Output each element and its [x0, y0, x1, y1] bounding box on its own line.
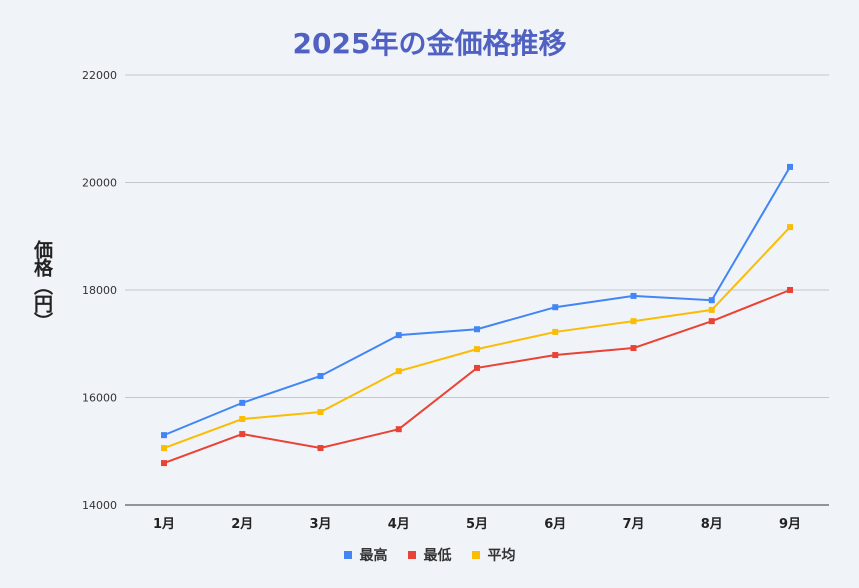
data-point: [708, 306, 715, 313]
legend-label: 平均: [487, 548, 516, 564]
x-tick-label: 9月: [779, 517, 801, 532]
x-tick-label: 3月: [309, 517, 331, 532]
data-point: [395, 368, 402, 375]
y-tick-label: 22000: [82, 69, 117, 82]
x-tick-label: 6月: [544, 517, 566, 532]
series-line: [163, 166, 791, 437]
data-point: [552, 328, 559, 335]
legend-swatch: [471, 551, 480, 559]
data-point: [395, 426, 402, 433]
x-tick-label: 4月: [388, 517, 410, 532]
data-point: [630, 292, 637, 299]
x-tick-label: 8月: [701, 517, 723, 532]
data-point: [239, 416, 246, 422]
data-point: [161, 445, 167, 452]
legend-swatch: [343, 551, 352, 559]
data-point: [474, 326, 480, 333]
legend-label: 最低: [423, 548, 452, 564]
data-point: [630, 318, 637, 325]
data-point: [708, 297, 715, 304]
data-point: [161, 432, 167, 439]
data-point: [552, 304, 559, 311]
y-axis-label: 価格（円）: [31, 240, 53, 330]
data-point: [787, 287, 793, 293]
chart-title: 2025年の金価格推移: [292, 27, 567, 60]
data-point: [317, 409, 324, 416]
data-point: [395, 332, 402, 339]
y-tick-label: 16000: [82, 392, 117, 405]
x-tick-label: 2月: [231, 517, 253, 532]
data-point: [708, 318, 715, 325]
data-point: [474, 346, 480, 353]
legend-item-avg[interactable]: 平均: [471, 545, 516, 565]
y-tick-label: 18000: [82, 284, 117, 297]
x-tick-label: 5月: [466, 517, 488, 532]
legend: 最高 最低 平均: [0, 545, 859, 565]
data-point: [630, 345, 637, 352]
legend-swatch: [407, 551, 416, 559]
data-point: [552, 352, 559, 359]
legend-item-min[interactable]: 最低: [407, 545, 452, 565]
data-point: [474, 364, 480, 371]
data-point: [239, 399, 246, 406]
legend-label: 最高: [359, 548, 388, 564]
data-point: [787, 163, 793, 170]
data-point: [787, 224, 793, 231]
data-point: [317, 445, 324, 452]
data-point: [317, 373, 324, 379]
data-point: [161, 460, 167, 467]
series-line: [163, 226, 791, 449]
data-point: [239, 431, 246, 438]
x-tick-label: 7月: [622, 517, 644, 532]
x-tick-label: 1月: [153, 517, 175, 532]
legend-item-max[interactable]: 最高: [343, 545, 388, 565]
series-line: [163, 289, 791, 465]
y-tick-label: 20000: [82, 177, 117, 190]
y-tick-label: 14000: [82, 499, 117, 512]
